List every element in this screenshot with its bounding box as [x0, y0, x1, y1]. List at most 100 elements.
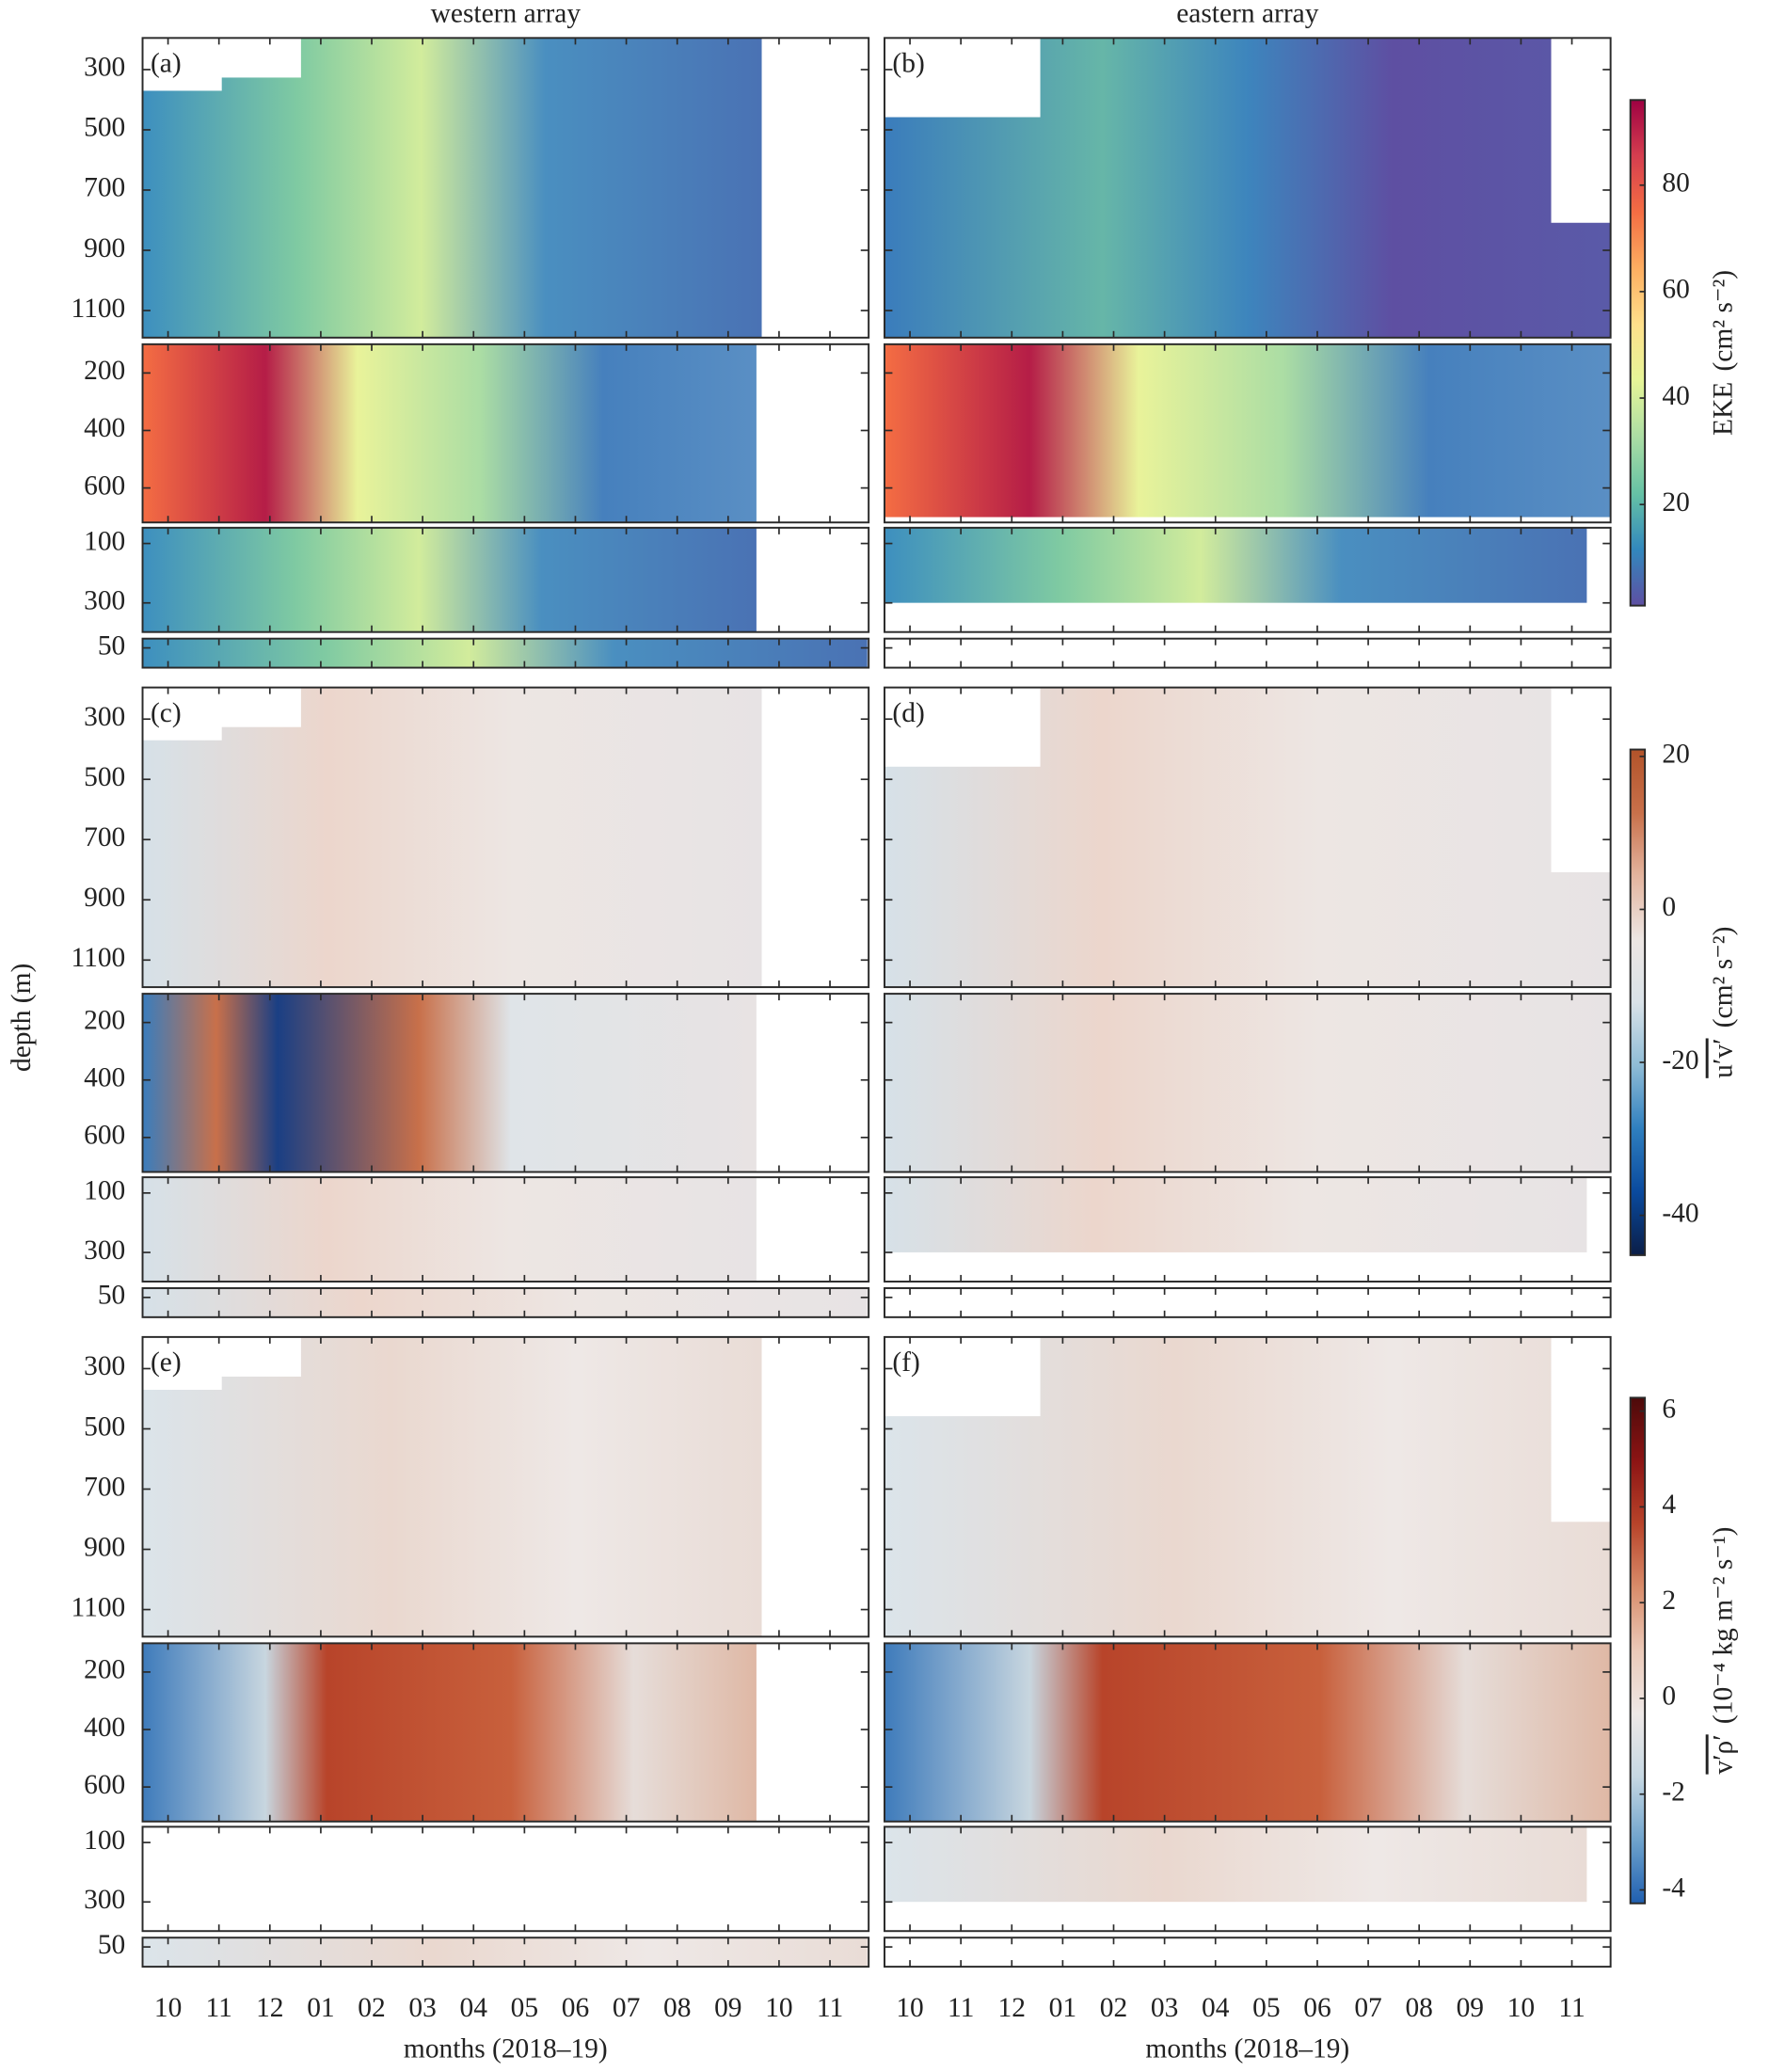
field: [142, 687, 762, 988]
colorbar-label: v′ρ′ (10⁻⁴ kg m⁻² s⁻¹): [1708, 1527, 1738, 1775]
y-tick-label: 1100: [71, 294, 125, 324]
no-data: [884, 687, 1041, 767]
colorbar: [1629, 1396, 1647, 1905]
colorbar-tick-label: -4: [1662, 1873, 1685, 1903]
y-tick-label: 500: [84, 1411, 125, 1442]
field: [142, 638, 868, 668]
x-tick-label: 05: [1252, 1993, 1280, 2023]
colorbar-tick-label: 0: [1662, 892, 1676, 922]
x-tick-label: 06: [1303, 1993, 1331, 2023]
column-title: western array: [431, 0, 582, 28]
subplot-frame: [141, 637, 870, 669]
field: [884, 1826, 1587, 1903]
x-tick-label: 09: [1457, 1993, 1484, 2023]
x-tick-label: 12: [256, 1993, 283, 2023]
y-tick-label: 900: [84, 1532, 125, 1562]
y-tick-label: 500: [84, 762, 125, 792]
colorbar-tick-label: 2: [1662, 1586, 1676, 1616]
subplot-frame: [141, 37, 870, 339]
y-tick-label: 50: [98, 630, 125, 661]
subplot-frame: [884, 1176, 1612, 1283]
no-data: [1551, 38, 1611, 223]
y-tick-label: 100: [84, 526, 125, 556]
colorbar-tick-label: 4: [1662, 1490, 1676, 1520]
y-tick-label: 700: [84, 1472, 125, 1502]
subplot-frame: [884, 1642, 1612, 1823]
panel-label: (f): [892, 1347, 919, 1378]
colorbar-quantity: u′v′: [1708, 1038, 1738, 1077]
colorbar-units: (10⁻⁴ kg m⁻² s⁻¹): [1708, 1527, 1738, 1725]
y-tick-label: 900: [84, 883, 125, 913]
x-tick-label: 09: [714, 1993, 741, 2023]
panel-label: (e): [151, 1347, 182, 1378]
field: [142, 1937, 868, 1968]
colorbar-tick-label: 80: [1662, 168, 1689, 199]
x-tick-label: 04: [1202, 1993, 1230, 2023]
y-tick-label: 200: [84, 1655, 125, 1685]
colorbar-tick-label: 60: [1662, 275, 1689, 305]
subplot-frame: [884, 637, 1612, 669]
subplot-frame: [884, 1335, 1612, 1638]
x-tick-label: 02: [358, 1993, 385, 2023]
subplot-frame: [141, 1335, 870, 1638]
field: [884, 1177, 1587, 1252]
colorbar-quantity: v′ρ′: [1708, 1734, 1738, 1774]
y-tick-label: 700: [84, 822, 125, 853]
field: [884, 527, 1587, 603]
subplot-frame: [884, 1286, 1612, 1318]
x-tick-label: 02: [1100, 1993, 1127, 2023]
subplot-frame: [141, 993, 870, 1173]
y-tick-label: 300: [84, 53, 125, 83]
colorbar-tick-label: 40: [1662, 381, 1689, 411]
no-data: [1551, 687, 1611, 873]
y-tick-label: 500: [84, 113, 125, 143]
subplot-frame: [141, 1937, 870, 1968]
x-tick-label: 06: [562, 1993, 589, 2023]
x-tick-label: 10: [154, 1993, 182, 2023]
field: [142, 38, 762, 338]
panel-label: (b): [892, 49, 924, 79]
y-tick-label: 50: [98, 1281, 125, 1311]
x-tick-label: 03: [408, 1993, 436, 2023]
colorbar-tick-label: -20: [1662, 1045, 1698, 1076]
x-tick-label: 07: [613, 1993, 640, 2023]
x-tick-label: 11: [948, 1993, 974, 2023]
subplot-frame: [884, 1825, 1612, 1933]
field: [142, 1177, 757, 1282]
y-tick-label: 900: [84, 233, 125, 263]
no-data: [142, 1336, 222, 1390]
x-tick-label: 04: [460, 1993, 488, 2023]
subplot-frame: [141, 1825, 870, 1933]
subplot-frame: [884, 1937, 1612, 1968]
no-data: [142, 687, 222, 741]
x-tick-label: 11: [817, 1993, 843, 2023]
field: [142, 1287, 868, 1317]
y-tick-label: 50: [98, 1930, 125, 1960]
x-tick-label: 07: [1354, 1993, 1381, 2023]
x-tick-label: 08: [1405, 1993, 1432, 2023]
y-tick-label: 1100: [71, 1592, 125, 1622]
y-axis-label: depth (m): [7, 964, 37, 1072]
x-tick-label: 11: [206, 1993, 232, 2023]
x-axis-label: months (2018–19): [1145, 2034, 1349, 2064]
y-tick-label: 600: [84, 1770, 125, 1800]
x-tick-label: 08: [663, 1993, 691, 2023]
x-tick-label: 01: [1049, 1993, 1076, 2023]
field: [142, 1336, 762, 1637]
x-tick-label: 03: [1151, 1993, 1178, 2023]
panel-label: (a): [151, 49, 182, 79]
y-tick-label: 1100: [71, 943, 125, 973]
colorbar-tick-label: -2: [1662, 1777, 1685, 1808]
panel-label: (c): [151, 698, 182, 728]
y-tick-label: 100: [84, 1825, 125, 1856]
colorbar-label: EKE (cm² s⁻²): [1708, 270, 1738, 436]
field: [142, 343, 757, 523]
subplot-frame: [141, 343, 870, 524]
subplot-frame: [141, 1286, 870, 1318]
no-data: [1551, 1336, 1611, 1522]
x-tick-label: 12: [998, 1993, 1026, 2023]
colorbar-units: (cm² s⁻²): [1708, 270, 1738, 372]
y-tick-label: 300: [84, 586, 125, 616]
y-tick-label: 200: [84, 1005, 125, 1035]
